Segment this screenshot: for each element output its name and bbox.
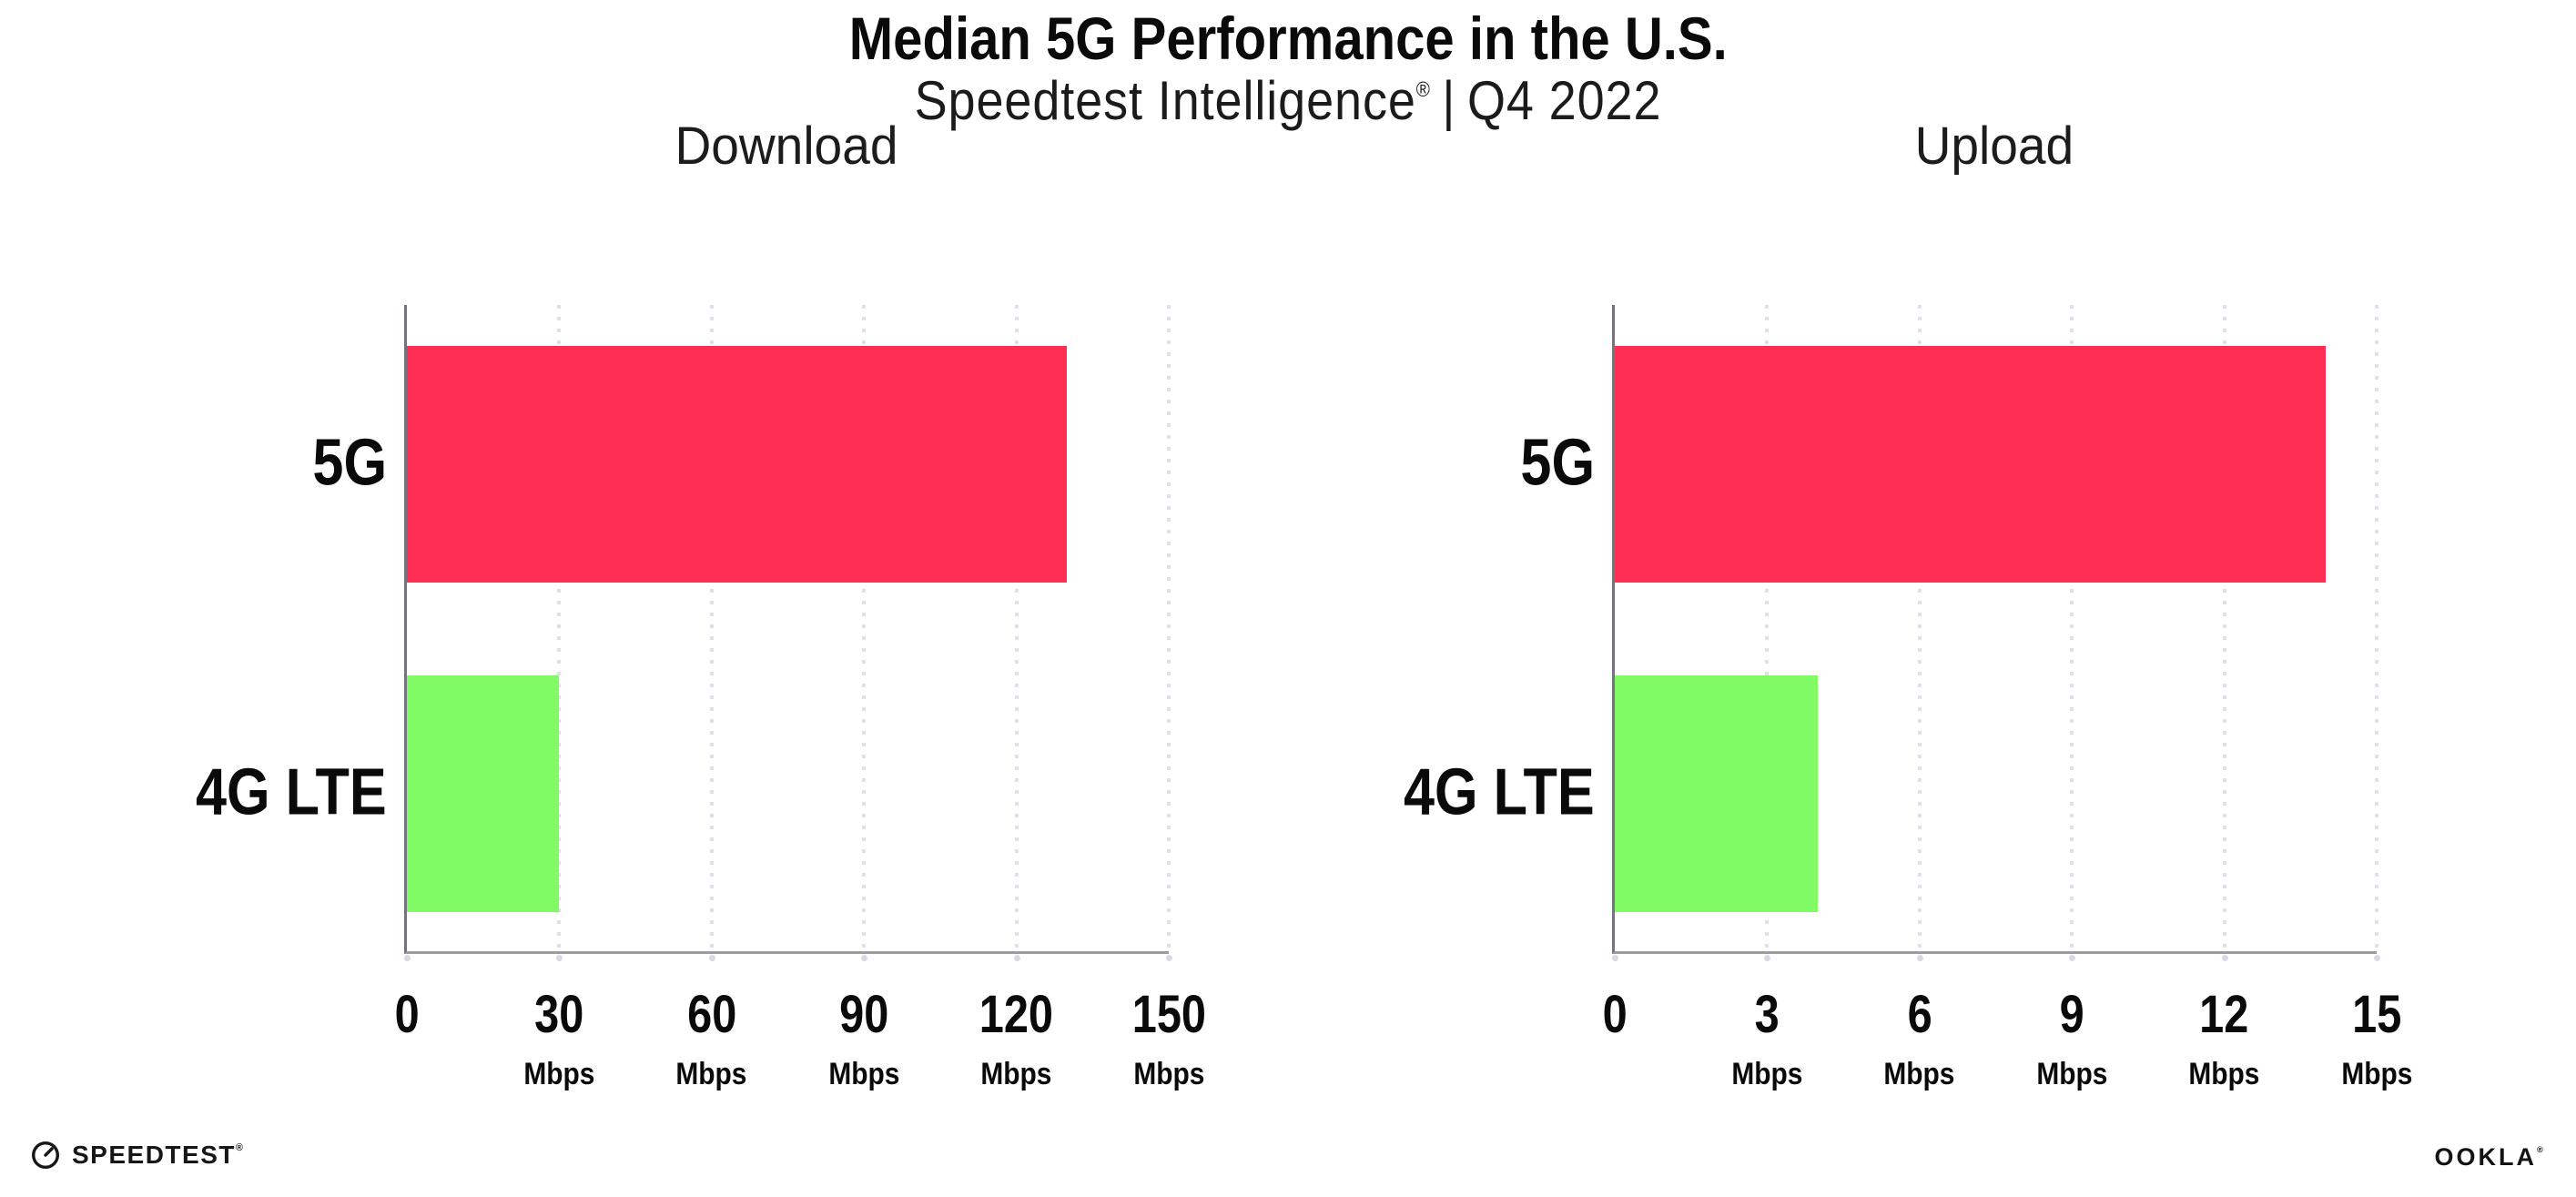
x-tick-value: 0 xyxy=(1602,985,1628,1044)
tick-dot xyxy=(708,955,715,961)
x-tick-value: 30 xyxy=(534,985,584,1044)
upload-chart: Upload 5G 4G LTE 0 3 Mbps 6 Mbps 9 Mbps 12 Mbps 15 M… xyxy=(1404,117,2412,1091)
x-tick-unit: Mbps xyxy=(2340,1057,2413,1091)
x-tick-value: 3 xyxy=(1754,985,1780,1044)
tick-dot xyxy=(2069,955,2076,961)
ookla-logo: OOKLA® xyxy=(2435,1143,2543,1172)
x-tick-value: 0 xyxy=(394,985,420,1044)
gridline-150 xyxy=(1167,305,1171,951)
bar-5g-upload xyxy=(1615,345,2327,583)
registered-mark: ® xyxy=(235,1142,243,1154)
x-tick-unit: Mbps xyxy=(523,1057,595,1091)
x-tick-unit: Mbps xyxy=(828,1057,900,1091)
plot-area: 5G 4G LTE 0 30 Mbps 60 Mbps 90 Mbps 120 Mbps 150 Mbp… xyxy=(196,305,1206,1091)
page-title: Median 5G Performance in the U.S. xyxy=(848,5,1728,72)
registered-mark: ® xyxy=(1415,76,1431,101)
tick-dot xyxy=(1166,955,1172,961)
subtitle-separator: | xyxy=(1442,70,1456,131)
bar-5g-download xyxy=(407,345,1068,583)
y-axis-label-5g: 5G xyxy=(1520,426,1595,500)
tick-dot xyxy=(404,955,411,961)
y-axis-label-5g: 5G xyxy=(312,426,387,500)
tick-dot xyxy=(1764,955,1771,961)
gridline-30 xyxy=(557,305,562,951)
speedtest-gauge-icon xyxy=(30,1140,61,1171)
gridline-3 xyxy=(1765,305,1770,951)
y-axis-label-4g-lte: 4G LTE xyxy=(1404,756,1595,829)
upload-chart-title: Upload xyxy=(1914,117,2074,176)
x-tick-value: 9 xyxy=(2059,985,2084,1044)
x-tick-unit: Mbps xyxy=(675,1057,747,1091)
page-subtitle: Speedtest Intelligence® | Q4 2022 xyxy=(0,69,2576,132)
x-tick-value: 150 xyxy=(1131,985,1206,1044)
gridline-120 xyxy=(1014,305,1019,951)
tick-dot xyxy=(2221,955,2228,961)
x-tick-value: 12 xyxy=(2199,985,2249,1044)
gridline-9 xyxy=(2070,305,2074,951)
speedtest-logo: SPEEDTEST® xyxy=(30,1140,243,1171)
tick-dot xyxy=(2374,955,2380,961)
gridline-90 xyxy=(862,305,867,951)
gridline-15 xyxy=(2375,305,2378,951)
x-tick-value: 6 xyxy=(1907,985,1932,1044)
x-tick-value: 120 xyxy=(979,985,1054,1044)
x-tick-value: 90 xyxy=(839,985,889,1044)
x-tick-unit: Mbps xyxy=(1883,1057,1955,1091)
tick-dot xyxy=(861,955,868,961)
x-tick-unit: Mbps xyxy=(1132,1057,1205,1091)
ookla-wordmark: OOKLA xyxy=(2434,1143,2538,1171)
bar-4g-lte-download xyxy=(407,675,560,912)
gridline-6 xyxy=(1917,305,1922,951)
plot-area: 5G 4G LTE 0 3 Mbps 6 Mbps 9 Mbps 12 Mbps 15 Mbps xyxy=(1404,305,2412,1091)
gridline-12 xyxy=(2222,305,2226,951)
subtitle-period: Q4 2022 xyxy=(1466,70,1662,131)
x-tick-unit: Mbps xyxy=(2188,1057,2260,1091)
tick-dot xyxy=(1916,955,1923,961)
registered-mark: ® xyxy=(2537,1144,2543,1155)
tick-dot xyxy=(556,955,563,961)
tick-dot xyxy=(1612,955,1618,961)
x-tick-unit: Mbps xyxy=(2036,1057,2108,1091)
x-tick-value: 60 xyxy=(686,985,736,1044)
speedtest-wordmark: SPEEDTEST® xyxy=(72,1141,243,1169)
y-axis-label-4g-lte: 4G LTE xyxy=(196,756,387,829)
gridline-60 xyxy=(709,305,714,951)
tick-dot xyxy=(1013,955,1020,961)
x-tick-unit: Mbps xyxy=(980,1057,1052,1091)
x-tick-unit: Mbps xyxy=(1731,1057,1803,1091)
download-chart-title: Download xyxy=(674,117,898,176)
subtitle-brand: Speedtest Intelligence xyxy=(914,70,1416,131)
bar-4g-lte-upload xyxy=(1615,675,1819,912)
x-tick-value: 15 xyxy=(2351,985,2402,1044)
download-chart: Download 5G 4G LTE 0 30 Mbps 60 Mbps 90 Mbps 120 M… xyxy=(196,117,1206,1091)
